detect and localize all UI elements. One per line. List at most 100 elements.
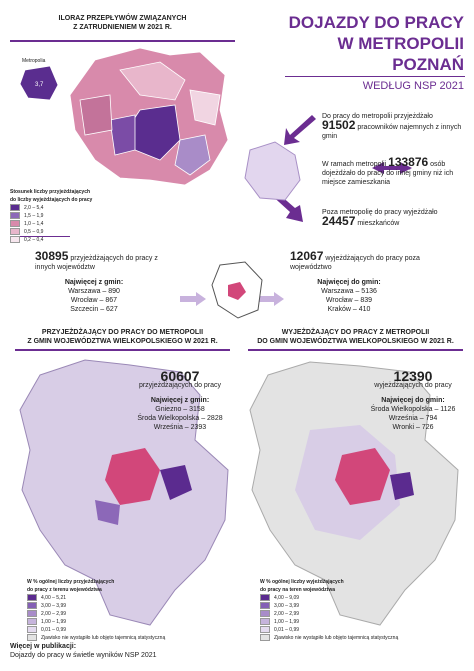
legend-label: Zjawisko nie wystąpiło lub objęto tajemn… xyxy=(41,635,166,641)
inter-number: 30895 xyxy=(35,249,69,263)
footer-publication: Dojazdy do pracy w świetle wyników NSP 2… xyxy=(10,652,157,659)
legend-item: Zjawisko nie wystąpiło lub objęto tajemn… xyxy=(260,634,460,642)
legend-label: 1,00 – 1,99 xyxy=(41,619,67,625)
legend-swatch xyxy=(260,626,270,634)
legend-label: 3,00 – 3,99 xyxy=(274,603,300,609)
legend-title-line: W % ogólnej liczby przyjeżdżających xyxy=(27,579,115,585)
inter-headline: 12067 wyjeżdżających do pracy poza wojew… xyxy=(290,249,435,272)
legend-label: 2,0 – 5,4 xyxy=(24,205,44,211)
text-block: Więcej w publikacji: Dojazdy do pracy w ś… xyxy=(10,642,157,660)
legend-label: 0,01 – 0,99 xyxy=(274,627,300,633)
legend-swatch xyxy=(260,602,270,610)
text-block: 60607 przyjeżdżających do pracy Najwięcej … xyxy=(125,368,235,432)
legend-swatch xyxy=(27,634,37,642)
fact-text: mieszkańców xyxy=(357,220,400,227)
legend-title: W % ogólnej liczby wyjeżdżających do prac… xyxy=(260,578,460,594)
legend-item: Zjawisko nie wystąpiło lub objęto tajemn… xyxy=(27,634,227,642)
fact-number: 133876 xyxy=(388,155,429,169)
map-text: wyjeżdżających do pracy xyxy=(374,382,452,389)
inter-list: Najwięcej do gmin: Warszawa – 5136 Wrocław… xyxy=(304,278,394,314)
text-block: ILORAZ PRZEPŁYWÓW ZWIĄZANYCH Z ZATRUDNIEN… xyxy=(10,14,235,32)
legend-title-line: Stosunek liczby przyjeżdżających xyxy=(10,189,91,195)
section-title: DO GMIN WOJEWÓDZTWA WIELKOPOLSKIEGO W 20… xyxy=(257,338,454,345)
legend-item: 3,00 – 3,99 xyxy=(27,602,227,610)
legend-item: 2,00 – 2,99 xyxy=(260,610,460,618)
list-heading: Najwięcej z gmin: xyxy=(150,397,210,404)
list-item: Szczecin – 627 xyxy=(70,306,118,313)
metro-map xyxy=(244,141,301,201)
legend-title-line: do pracy na teren województwa xyxy=(260,587,336,593)
legend-title-line: W % ogólnej liczby wyjeżdżających xyxy=(260,579,344,585)
legend-item: 0,5 – 0,9 xyxy=(10,228,92,236)
legend-item: 2,00 – 2,99 xyxy=(27,610,227,618)
legend-label: 0,5 – 0,9 xyxy=(24,229,44,235)
legend-title: W % ogólnej liczby przyjeżdżających do pr… xyxy=(27,578,227,594)
text-block: PRZYJEŻDŻAJĄCY DO PRACY DO METROPOLII Z G… xyxy=(15,328,230,346)
legend-swatch xyxy=(260,594,270,602)
legend-title: Stosunek liczby przyjeżdżających do liczb… xyxy=(10,188,92,204)
inter-number: 12067 xyxy=(290,249,324,263)
inter-list: Najwięcej z gmin: Warszawa – 890 Wrocław –… xyxy=(49,278,139,314)
text-block: W ramach metropolii 133876 osób dojeżdża… xyxy=(322,155,462,187)
page-subtitle: WEDŁUG NSP 2021 xyxy=(362,80,464,92)
legend-label: 4,00 – 9,09 xyxy=(274,595,300,601)
legend-swatch xyxy=(10,228,20,236)
list-item: Środa Wielkopolska – 2828 xyxy=(137,415,223,422)
map-label: Metropolia xyxy=(22,58,46,64)
map-text: przyjeżdżających do pracy xyxy=(138,382,222,389)
map-number: 12390 xyxy=(393,368,433,384)
fact-text: Poza metropolię do pracy wyjeżdżało xyxy=(322,209,438,216)
region-maps xyxy=(19,359,459,626)
section-title: WYJEŻDŻAJĄCY DO PRACY Z METROPOLII xyxy=(281,329,430,336)
map-title: Z ZATRUDNIENIEM W 2021 R. xyxy=(73,24,172,31)
list-item: Kraków – 410 xyxy=(327,306,371,313)
legend-item: 1,5 – 1,9 xyxy=(10,212,92,220)
text-block: 30895 przyjeżdżających do pracy z innych… xyxy=(35,249,180,314)
legend-swatch xyxy=(10,212,20,220)
map-title: ILORAZ PRZEPŁYWÓW ZWIĄZANYCH xyxy=(58,15,187,22)
legend-swatch xyxy=(260,610,270,618)
legend-swatch xyxy=(27,594,37,602)
list-item: Września – 794 xyxy=(388,415,438,422)
text-block: Stosunek liczby przyjeżdżających do liczb… xyxy=(10,188,92,244)
text-block: 12390 wyjeżdżających do pracy Najwięcej do… xyxy=(358,368,468,432)
legend-item: 1,00 – 1,99 xyxy=(260,618,460,626)
text-block: 12067 wyjeżdżających do pracy poza wojew… xyxy=(290,249,435,314)
metro-dot xyxy=(228,282,246,300)
legend-swatch xyxy=(10,220,20,228)
legend-label: 4,00 – 5,21 xyxy=(41,595,67,601)
fact-text: Do pracy do metropolii przyjeżdżało xyxy=(322,113,433,120)
legend-label: 1,5 – 1,9 xyxy=(24,213,44,219)
list-item: Wronki – 726 xyxy=(392,424,434,431)
inter-text: przyjeżdżających do pracy z innych wojew… xyxy=(35,255,158,271)
section-title: PRZYJEŻDŻAJĄCY DO PRACY DO METROPOLII xyxy=(41,329,204,336)
legend-swatch xyxy=(27,626,37,634)
legend-label: 1,00 – 1,99 xyxy=(274,619,300,625)
list-item: Wrocław – 867 xyxy=(70,297,118,304)
text-block: W % ogólnej liczby wyjeżdżających do prac… xyxy=(260,578,460,642)
legend-swatch xyxy=(260,634,270,642)
legend-label: 3,00 – 3,99 xyxy=(41,603,67,609)
map-number: 60607 xyxy=(160,368,200,384)
legend-title-line: do pracy z terenu województwa xyxy=(27,587,102,593)
section-title: Z GMIN WOJEWÓDZTWA WIELKOPOLSKIEGO W 202… xyxy=(27,338,218,345)
list-item: Września – 2393 xyxy=(153,424,207,431)
legend-item: 0,2 – 0,4 xyxy=(10,236,92,244)
legend-label: 2,00 – 2,99 xyxy=(274,611,300,617)
text-block: W % ogólnej liczby przyjeżdżających do pr… xyxy=(27,578,227,642)
page-title: DOJAZDY DO PRACY xyxy=(288,13,464,32)
legend-swatch xyxy=(260,618,270,626)
list-item: Wrocław – 839 xyxy=(325,297,373,304)
legend-swatch xyxy=(10,236,20,244)
ratio-map xyxy=(19,47,229,186)
fact-number: 91502 xyxy=(322,118,356,132)
arrows xyxy=(180,115,412,306)
legend-swatch xyxy=(10,204,20,212)
legend-label: Zjawisko nie wystąpiło lub objęto tajemn… xyxy=(274,635,399,641)
fact-text: pracowników najemnych z innych gmin xyxy=(322,124,462,140)
legend-item: 0,01 – 0,99 xyxy=(260,626,460,634)
legend-item: 1,00 – 1,99 xyxy=(27,618,227,626)
fact-text: W ramach metropolii xyxy=(322,161,387,168)
